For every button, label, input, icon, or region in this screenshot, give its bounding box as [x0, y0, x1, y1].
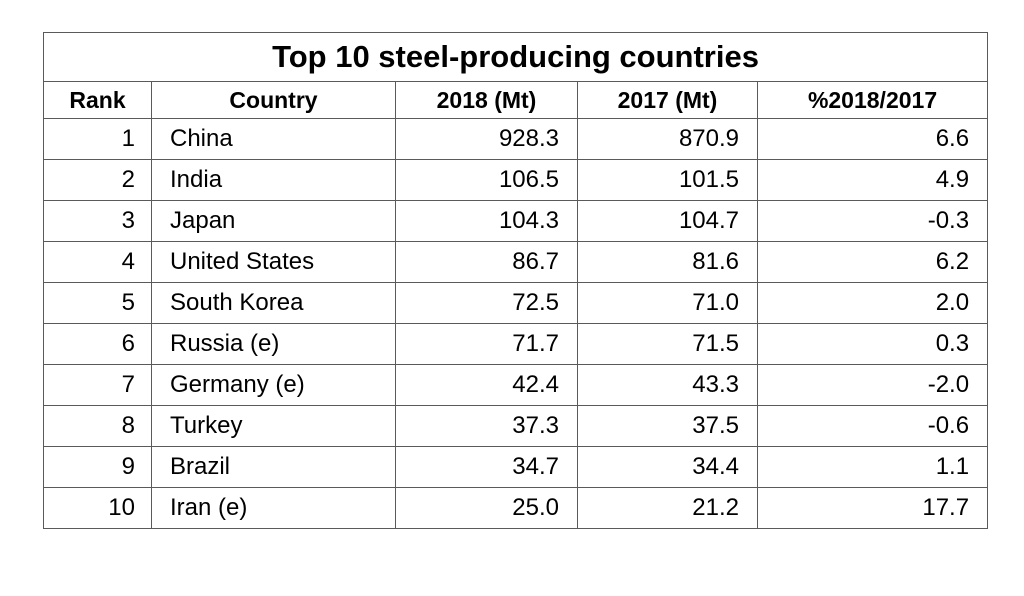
percent-change-cell: 6.2 — [756, 241, 989, 283]
table-row: 4 United States 86.7 81.6 6.2 — [43, 241, 989, 283]
production-2018-cell: 42.4 — [395, 364, 578, 406]
production-2017-cell: 71.5 — [577, 323, 758, 365]
rank-cell: 9 — [43, 446, 152, 488]
percent-change-cell: -0.3 — [756, 200, 989, 242]
column-header-2018: 2018 (Mt) — [395, 81, 578, 119]
table-row: 9 Brazil 34.7 34.4 1.1 — [43, 446, 989, 488]
table-row: 5 South Korea 72.5 71.0 2.0 — [43, 282, 989, 324]
country-cell: Germany (e) — [151, 364, 396, 406]
column-header-2017: 2017 (Mt) — [577, 81, 758, 119]
rank-cell: 10 — [43, 487, 152, 529]
production-2017-cell: 37.5 — [577, 405, 758, 447]
column-header-percent-change: %2018/2017 — [756, 81, 989, 119]
rank-cell: 1 — [43, 118, 152, 160]
percent-change-cell: -0.6 — [756, 405, 989, 447]
rank-cell: 8 — [43, 405, 152, 447]
production-2017-cell: 104.7 — [577, 200, 758, 242]
rank-cell: 3 — [43, 200, 152, 242]
production-2018-cell: 104.3 — [395, 200, 578, 242]
country-cell: Iran (e) — [151, 487, 396, 529]
production-2018-cell: 37.3 — [395, 405, 578, 447]
percent-change-cell: -2.0 — [756, 364, 989, 406]
percent-change-cell: 4.9 — [756, 159, 989, 201]
percent-change-cell: 6.6 — [756, 118, 989, 160]
country-cell: Turkey — [151, 405, 396, 447]
production-2017-cell: 71.0 — [577, 282, 758, 324]
percent-change-cell: 17.7 — [756, 487, 989, 529]
production-2018-cell: 86.7 — [395, 241, 578, 283]
rank-cell: 2 — [43, 159, 152, 201]
country-cell: India — [151, 159, 396, 201]
production-2018-cell: 106.5 — [395, 159, 578, 201]
country-cell: China — [151, 118, 396, 160]
rank-cell: 5 — [43, 282, 152, 324]
country-cell: United States — [151, 241, 396, 283]
production-2017-cell: 101.5 — [577, 159, 758, 201]
production-2018-cell: 34.7 — [395, 446, 578, 488]
rank-cell: 7 — [43, 364, 152, 406]
title-row: Top 10 steel-producing countries — [42, 32, 989, 82]
production-2018-cell: 25.0 — [395, 487, 578, 529]
percent-change-cell: 2.0 — [756, 282, 989, 324]
table-row: 3 Japan 104.3 104.7 -0.3 — [43, 200, 989, 242]
steel-table-container: Top 10 steel-producing countries Rank Co… — [42, 32, 989, 529]
production-2017-cell: 870.9 — [577, 118, 758, 160]
country-cell: South Korea — [151, 282, 396, 324]
header-row: Rank Country 2018 (Mt) 2017 (Mt) %2018/2… — [43, 81, 989, 119]
table-row: 1 China 928.3 870.9 6.6 — [43, 118, 989, 160]
percent-change-cell: 1.1 — [756, 446, 989, 488]
percent-change-cell: 0.3 — [756, 323, 989, 365]
production-2018-cell: 71.7 — [395, 323, 578, 365]
column-header-country: Country — [151, 81, 396, 119]
production-2017-cell: 81.6 — [577, 241, 758, 283]
production-2017-cell: 34.4 — [577, 446, 758, 488]
steel-production-table: Top 10 steel-producing countries Rank Co… — [42, 32, 989, 529]
production-2017-cell: 21.2 — [577, 487, 758, 529]
column-header-rank: Rank — [43, 81, 152, 119]
production-2018-cell: 928.3 — [395, 118, 578, 160]
table-row: 7 Germany (e) 42.4 43.3 -2.0 — [43, 364, 989, 406]
table-row: 8 Turkey 37.3 37.5 -0.6 — [43, 405, 989, 447]
rank-cell: 4 — [43, 241, 152, 283]
table-row: 2 India 106.5 101.5 4.9 — [43, 159, 989, 201]
country-cell: Russia (e) — [151, 323, 396, 365]
country-cell: Brazil — [151, 446, 396, 488]
table-row: 6 Russia (e) 71.7 71.5 0.3 — [43, 323, 989, 365]
table-row: 10 Iran (e) 25.0 21.2 17.7 — [43, 487, 989, 529]
production-2018-cell: 72.5 — [395, 282, 578, 324]
production-2017-cell: 43.3 — [577, 364, 758, 406]
country-cell: Japan — [151, 200, 396, 242]
table-title: Top 10 steel-producing countries — [42, 32, 989, 82]
rank-cell: 6 — [43, 323, 152, 365]
